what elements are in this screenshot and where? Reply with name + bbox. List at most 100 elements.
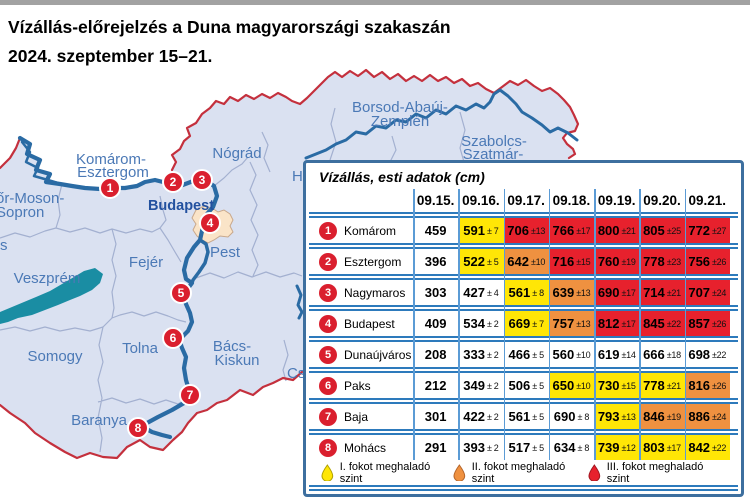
header-name-column-spacer	[317, 189, 413, 212]
value-cell-budapest-09-20: 845 ±22	[639, 311, 685, 336]
svg-text:3: 3	[199, 173, 206, 187]
table-row-dunaujvaros: 5 Dunaújváros 208 333 ± 2 466 ± 5 560 ±10 619 ±14 6…	[317, 342, 741, 367]
water-level-value: 757	[552, 316, 575, 331]
station-marker-5: 5	[170, 282, 192, 304]
station-name: Nagymaros	[344, 285, 406, 300]
station-cell-dunaujvaros: 5 Dunaújváros	[317, 342, 413, 367]
uncertainty-value: ±22	[666, 319, 681, 329]
station-badge-4: 4	[319, 314, 337, 333]
water-level-value: 303	[424, 285, 447, 300]
map-label-nograd: Nógrád	[212, 145, 261, 162]
water-level-value: 561	[508, 409, 531, 424]
water-level-value: 393	[463, 440, 485, 455]
water-level-value: 730	[597, 378, 620, 393]
water-level-value: 760	[597, 254, 620, 269]
value-cell-komarom-09-20: 805 ±25	[639, 218, 685, 243]
map-label-komarom: Komárom-	[76, 151, 146, 168]
separator-line	[309, 274, 738, 280]
value-cell-esztergom-09-21: 756 ±26	[684, 249, 730, 274]
water-level-value: 698	[688, 347, 711, 362]
separator-line	[309, 305, 738, 311]
uncertainty-value: ±21	[621, 226, 636, 236]
uncertainty-value: ±17	[666, 443, 681, 453]
water-level-value: 333	[463, 347, 485, 362]
uncertainty-value: ±10	[530, 257, 546, 267]
column-header-09-18: 09.18.	[552, 193, 591, 208]
uncertainty-value: ± 5	[532, 443, 544, 453]
uncertainty-value: ±19	[666, 412, 681, 422]
water-level-value: 517	[508, 440, 531, 455]
column-header-09-20: 09.20.	[643, 193, 681, 208]
water-level-value: 707	[688, 285, 711, 300]
value-cell-nagymaros-09-16: 427 ± 4	[458, 280, 504, 305]
water-level-value: 805	[643, 223, 665, 238]
water-level-value: 561	[508, 285, 531, 300]
station-badge-2: 2	[319, 252, 337, 271]
value-cell-baja-09-20: 846 ±19	[639, 404, 685, 429]
svg-text:4: 4	[207, 216, 214, 230]
uncertainty-value: ±15	[576, 257, 591, 267]
uncertainty-value: ±24	[712, 412, 727, 422]
table-row-nagymaros: 3 Nagymaros 303 427 ± 4 561 ± 8 639 ±13 690 ±17 714…	[317, 280, 741, 305]
map-label-s: s	[0, 237, 8, 254]
uncertainty-value: ± 2	[486, 412, 499, 422]
station-marker-1: 1	[99, 177, 121, 199]
uncertainty-value: ±13	[530, 226, 546, 236]
page-title: Vízállás-előrejelzés a Duna magyarország…	[8, 13, 451, 71]
legend-item-level-3: III. fokot meghaladó szint	[588, 461, 726, 485]
station-name: Budapest	[344, 316, 395, 331]
water-level-value: 706	[507, 223, 529, 238]
value-cell-paks-09-16: 349 ± 2	[458, 373, 504, 398]
column-separator	[413, 189, 415, 460]
value-cell-esztergom-09-15: 396	[413, 249, 459, 274]
table-row-budapest: 4 Budapest 409 534 ± 2 669 ± 7 757 ±13 812 ±17 845 ±…	[317, 311, 741, 336]
value-cell-budapest-09-17: 669 ± 7	[503, 311, 549, 336]
value-cell-nagymaros-09-18: 639 ±13	[548, 280, 595, 305]
svg-text:2: 2	[170, 175, 177, 189]
station-badge-6: 6	[319, 376, 337, 395]
uncertainty-value: ±13	[621, 412, 636, 422]
table-row-paks: 6 Paks 212 349 ± 2 506 ± 5 650 ±10 730 ±15 778 ±21 81…	[317, 373, 741, 398]
water-level-value: 650	[552, 378, 575, 393]
separator-line	[309, 212, 738, 218]
water-level-value: 842	[688, 440, 711, 455]
value-cell-komarom-09-17: 706 ±13	[503, 218, 549, 243]
uncertainty-value: ± 8	[532, 288, 544, 298]
water-level-value: 716	[552, 254, 575, 269]
uncertainty-value: ± 5	[532, 412, 544, 422]
legend-item-level-2: II. fokot meghaladó szint	[453, 461, 588, 485]
uncertainty-value: ±22	[712, 443, 727, 453]
legend-label: III. fokot meghaladó szint	[606, 460, 704, 485]
uncertainty-value: ± 5	[532, 350, 544, 360]
column-separator	[503, 189, 506, 460]
value-cell-paks-09-18: 650 ±10	[548, 373, 595, 398]
separator-line	[309, 367, 738, 373]
value-cell-mohacs-09-18: 634 ± 8	[548, 435, 595, 460]
uncertainty-value: ±19	[621, 257, 636, 267]
uncertainty-value: ± 2	[486, 381, 499, 391]
value-cell-komarom-09-19: 800 ±21	[594, 218, 640, 243]
table-header-row: 09.15. 09.16. 09.17. 09.18. 09.19. 09.20. 09.2…	[317, 189, 741, 212]
water-level-value: 642	[507, 254, 529, 269]
value-cell-nagymaros-09-17: 561 ± 8	[503, 280, 549, 305]
value-cell-dunaujvaros-09-21: 698 ±22	[684, 342, 730, 367]
value-cell-komarom-09-18: 766 ±17	[548, 218, 595, 243]
water-level-value: 778	[643, 254, 665, 269]
water-level-value: 803	[643, 440, 665, 455]
uncertainty-value: ±18	[666, 350, 681, 360]
water-level-value: 690	[553, 409, 576, 424]
station-marker-4: 4	[199, 212, 221, 234]
station-badge-8: 8	[319, 438, 337, 457]
value-cell-budapest-09-16: 534 ± 2	[458, 311, 504, 336]
uncertainty-value: ±24	[712, 288, 727, 298]
map-label-sopron: Sopron	[0, 204, 44, 221]
country-border	[0, 68, 580, 460]
water-level-value: 766	[552, 223, 575, 238]
station-name: Esztergom	[344, 254, 402, 269]
table-row-baja: 7 Baja 301 422 ± 2 561 ± 5 690 ± 8 793 ±13 846 ±19 88…	[317, 404, 741, 429]
value-cell-komarom-09-16: 591 ± 7	[458, 218, 504, 243]
uncertainty-value: ±15	[621, 381, 636, 391]
value-cell-dunaujvaros-09-15: 208	[413, 342, 459, 367]
water-level-value: 714	[643, 285, 665, 300]
value-cell-dunaujvaros-09-16: 333 ± 2	[458, 342, 504, 367]
